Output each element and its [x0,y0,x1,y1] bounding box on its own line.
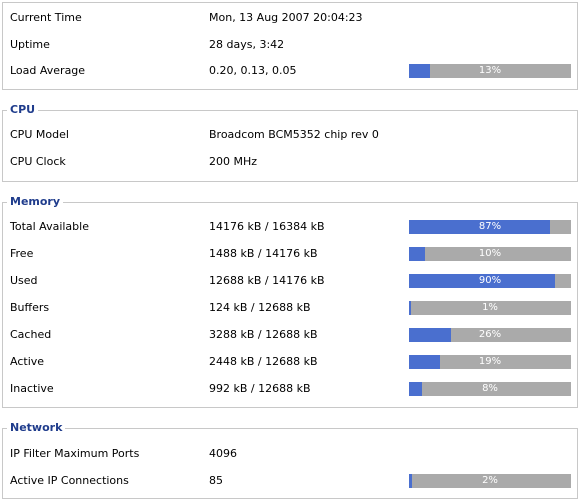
active-ip-connections-label: Active IP Connections [10,474,129,487]
total-available-bar: 87% [409,220,571,234]
used-value: 12688 kB / 14176 kB [209,274,325,287]
cached-bar: 26% [409,328,571,342]
current-time-value: Mon, 13 Aug 2007 20:04:23 [209,11,363,24]
buffers-bar-fill [409,301,411,315]
inactive-row: Inactive 992 kB / 12688 kB 8% [3,381,577,397]
active-bar: 19% [409,355,571,369]
buffers-bar: 1% [409,301,571,315]
buffers-row: Buffers 124 kB / 12688 kB 1% [3,300,577,316]
free-bar: 10% [409,247,571,261]
used-bar-percent: 90% [478,275,502,286]
uptime-value: 28 days, 3:42 [209,38,285,51]
free-bar-percent: 10% [478,248,502,259]
cached-bar-fill [409,328,452,342]
total-available-row: Total Available 14176 kB / 16384 kB 87% [3,219,577,235]
cpu-clock-value: 200 MHz [209,155,258,168]
current-time-row: Current Time Mon, 13 Aug 2007 20:04:23 [3,10,577,26]
memory-section: Memory Total Available 14176 kB / 16384 … [2,195,578,408]
active-ip-connections-value: 85 [209,474,223,487]
inactive-label: Inactive [10,382,54,395]
cached-value: 3288 kB / 12688 kB [209,328,318,341]
load-average-label: Load Average [10,64,86,77]
inactive-bar-percent: 8% [482,383,498,394]
used-label: Used [10,274,38,287]
load-average-bar-fill [409,64,431,78]
free-label: Free [10,247,34,260]
load-average-value: 0.20, 0.13, 0.05 [209,64,297,77]
cpu-clock-row: CPU Clock 200 MHz [3,154,577,170]
buffers-value: 124 kB / 12688 kB [209,301,311,314]
ip-filter-max-ports-value: 4096 [209,447,237,460]
inactive-bar-fill [409,382,422,396]
active-bar-fill [409,355,440,369]
used-bar-fill [409,274,555,288]
current-time-label: Current Time [10,11,82,24]
inactive-bar: 8% [409,382,571,396]
active-label: Active [10,355,45,368]
ip-filter-max-ports-label: IP Filter Maximum Ports [10,447,140,460]
used-row: Used 12688 kB / 14176 kB 90% [3,273,577,289]
buffers-label: Buffers [10,301,50,314]
cpu-model-row: CPU Model Broadcom BCM5352 chip rev 0 [3,127,577,143]
active-value: 2448 kB / 12688 kB [209,355,318,368]
cpu-model-label: CPU Model [10,128,69,141]
active-row: Active 2448 kB / 12688 kB 19% [3,354,577,370]
free-bar-fill [409,247,426,261]
active-ip-connections-bar-percent: 2% [482,475,498,486]
cpu-section: CPU CPU Model Broadcom BCM5352 chip rev … [2,103,578,182]
used-bar: 90% [409,274,571,288]
total-available-bar-percent: 87% [478,221,502,232]
network-section-title: Network [7,421,66,435]
cached-row: Cached 3288 kB / 12688 kB 26% [3,327,577,343]
cpu-section-title: CPU [7,103,39,117]
memory-section-title: Memory [7,195,64,209]
uptime-label: Uptime [10,38,50,51]
cpu-model-value: Broadcom BCM5352 chip rev 0 [209,128,379,141]
total-available-bar-fill [409,220,550,234]
active-ip-connections-row: Active IP Connections 85 2% [3,473,577,489]
inactive-value: 992 kB / 12688 kB [209,382,311,395]
buffers-bar-percent: 1% [482,302,498,313]
load-average-bar-percent: 13% [478,65,502,76]
active-ip-connections-bar-fill [409,474,413,488]
uptime-row: Uptime 28 days, 3:42 [3,37,577,53]
cached-bar-percent: 26% [478,329,502,340]
total-available-value: 14176 kB / 16384 kB [209,220,325,233]
free-row: Free 1488 kB / 14176 kB 10% [3,246,577,262]
active-ip-connections-bar: 2% [409,474,571,488]
load-average-row: Load Average 0.20, 0.13, 0.05 13% [3,63,577,79]
ip-filter-max-ports-row: IP Filter Maximum Ports 4096 [3,446,577,462]
cached-label: Cached [10,328,52,341]
total-available-label: Total Available [10,220,89,233]
active-bar-percent: 19% [478,356,502,367]
cpu-clock-label: CPU Clock [10,155,66,168]
network-section: Network IP Filter Maximum Ports 4096 Act… [2,421,578,499]
status-section: Current Time Mon, 13 Aug 2007 20:04:23 U… [2,2,578,90]
free-value: 1488 kB / 14176 kB [209,247,318,260]
load-average-bar: 13% [409,64,571,78]
